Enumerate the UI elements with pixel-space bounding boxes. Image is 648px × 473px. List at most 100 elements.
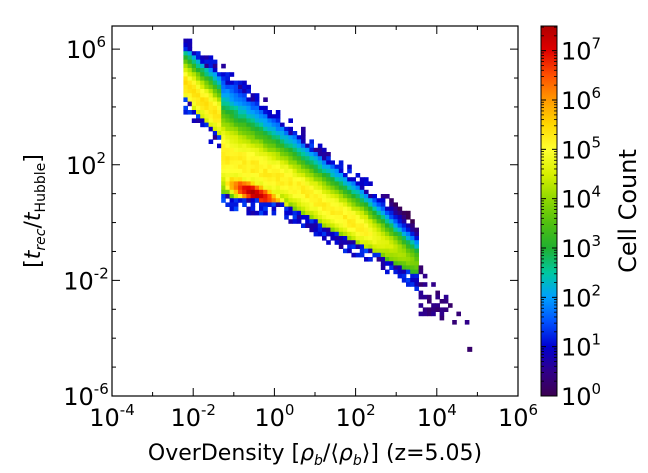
heatmap-cell — [233, 185, 239, 191]
heatmap-cell — [271, 131, 277, 136]
heatmap-cell — [368, 248, 373, 254]
heatmap-cell — [309, 223, 314, 228]
heatmap-cell — [284, 206, 289, 212]
heatmap-cell — [238, 110, 243, 115]
heatmap-cell — [351, 236, 356, 241]
heatmap-cell — [343, 181, 348, 186]
heatmap-cell — [233, 118, 239, 123]
heatmap-cell — [238, 105, 243, 111]
heatmap-cell — [397, 215, 403, 220]
heatmap-cell — [317, 202, 323, 207]
heatmap-cell — [238, 198, 243, 203]
heatmap-cell — [263, 206, 268, 212]
heatmap-cell — [259, 147, 264, 153]
heatmap-cell — [397, 257, 403, 262]
heatmap-cell — [317, 147, 323, 153]
heatmap-cell — [242, 181, 247, 186]
colorbar-tick-label: 100 — [561, 380, 601, 411]
heatmap-cell — [280, 173, 285, 178]
heatmap-cell — [284, 156, 289, 161]
heatmap-cell — [305, 210, 310, 216]
heatmap-cell — [410, 273, 415, 279]
heatmap-cell — [271, 181, 277, 186]
heatmap-cell — [435, 307, 440, 312]
heatmap-cell — [347, 202, 352, 207]
heatmap-cell — [187, 51, 193, 56]
heatmap-cell — [305, 194, 310, 199]
heatmap-cell — [380, 231, 386, 237]
heatmap-cell — [200, 101, 205, 107]
heatmap-cell — [338, 198, 344, 203]
heatmap-cell — [385, 215, 390, 220]
heatmap-cell — [229, 84, 235, 90]
heatmap-cell — [217, 89, 222, 94]
heatmap-cell — [317, 160, 323, 165]
heatmap-cell — [233, 189, 239, 195]
heatmap-cell — [254, 135, 260, 140]
heatmap-cell — [326, 185, 331, 191]
heatmap-cell — [439, 299, 445, 304]
heatmap-cell — [250, 189, 256, 195]
heatmap-cell — [414, 269, 419, 275]
x-axis-label: OverDensity [ρb/⟨ρb⟩] (z=5.05) — [148, 441, 482, 469]
heatmap-cell — [191, 55, 197, 60]
heatmap-cell — [338, 215, 344, 220]
heatmap-cell — [217, 101, 222, 107]
heatmap-cell — [351, 210, 356, 216]
heatmap-cell — [309, 147, 314, 153]
heatmap-cell — [246, 97, 251, 102]
heatmap-cell — [372, 202, 377, 207]
heatmap-cell — [275, 118, 281, 123]
heatmap-cell — [326, 198, 331, 203]
heatmap-cell — [191, 51, 197, 56]
heatmap-cell — [246, 185, 251, 191]
heatmap-cell — [385, 219, 390, 224]
heatmap-cell — [233, 97, 239, 102]
heatmap-cell — [254, 110, 260, 115]
heatmap-cell — [225, 110, 230, 115]
heatmap-cell — [229, 72, 235, 77]
heatmap-cell — [275, 185, 281, 191]
heatmap-cell — [410, 227, 415, 233]
heatmap-cell — [259, 194, 264, 199]
heatmap-cell — [406, 240, 411, 245]
heatmap-cell — [359, 227, 365, 233]
heatmap-cell — [229, 80, 235, 86]
heatmap-cell — [343, 202, 348, 207]
heatmap-cell — [196, 68, 201, 73]
heatmap-cell — [338, 181, 344, 186]
heatmap-cell — [217, 72, 222, 77]
heatmap-cell — [309, 185, 314, 191]
heatmap-cell — [330, 231, 335, 237]
heatmap-cell — [410, 223, 415, 228]
heatmap-cell — [355, 206, 361, 212]
heatmap-cell — [284, 131, 289, 136]
heatmap-cell — [208, 126, 214, 132]
heatmap-cell — [351, 206, 356, 212]
heatmap-cell — [225, 72, 230, 77]
heatmap-cell — [309, 168, 314, 174]
heatmap-cell — [238, 181, 243, 186]
heatmap-cell — [439, 315, 445, 321]
heatmap-cell — [422, 307, 428, 312]
heatmap-cell — [233, 202, 239, 207]
heatmap-cell — [343, 189, 348, 195]
heatmap-cell — [389, 223, 394, 228]
heatmap-cell — [238, 89, 243, 94]
heatmap-cell — [288, 131, 293, 136]
heatmap-cell — [292, 219, 298, 224]
heatmap-cell — [351, 240, 356, 245]
heatmap-cell — [355, 223, 361, 228]
heatmap-cell — [292, 194, 298, 199]
heatmap-cell — [288, 126, 293, 132]
heatmap-cell — [292, 173, 298, 178]
heatmap-cell — [221, 189, 226, 195]
heatmap-cell — [385, 240, 390, 245]
heatmap-cell — [250, 202, 256, 207]
heatmap-cell — [389, 244, 394, 249]
heatmap-cell — [435, 290, 440, 296]
heatmap-cell — [267, 114, 272, 119]
heatmap-cell — [410, 236, 415, 241]
heatmap-cell — [200, 63, 205, 69]
heatmap-cell — [284, 181, 289, 186]
